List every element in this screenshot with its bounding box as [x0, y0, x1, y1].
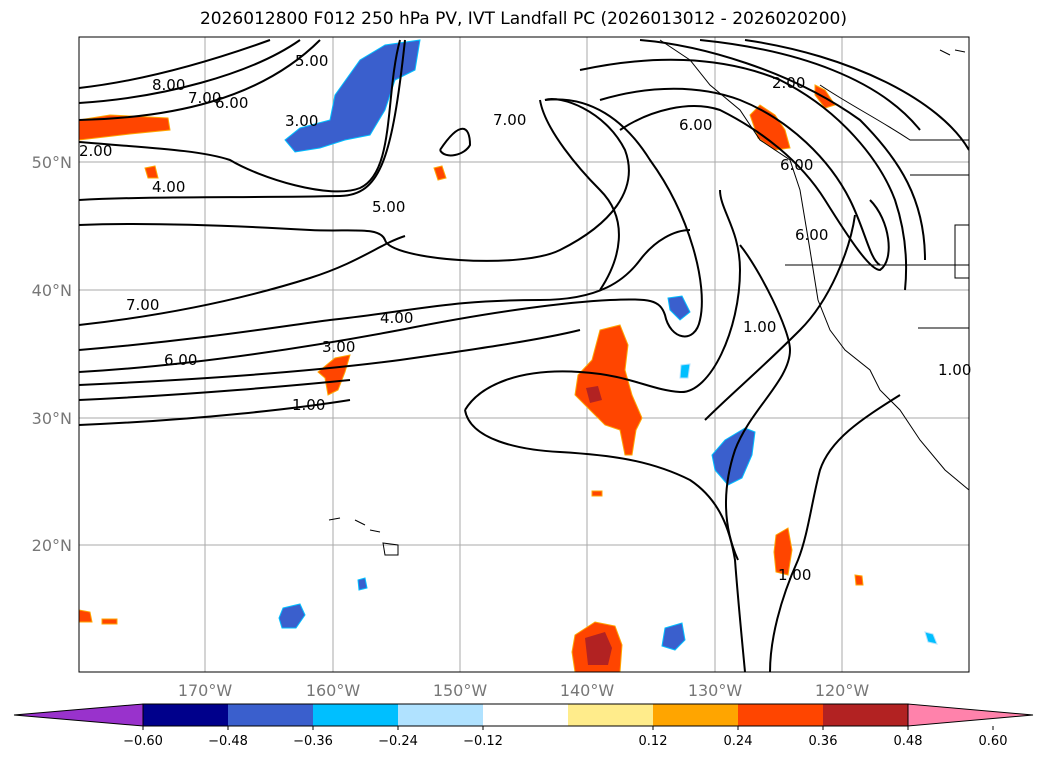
colorbar-tick-label: −0.60	[123, 734, 163, 749]
negative-anomaly-small-2	[924, 631, 938, 645]
negative-anomaly-34n	[679, 363, 691, 379]
map-frame	[78, 36, 970, 673]
negative-anomaly-hawaii	[278, 603, 306, 629]
contour-label: 2.00	[79, 142, 112, 160]
contour-label: 3.00	[285, 112, 318, 130]
colorbar-segment	[483, 704, 568, 726]
colorbar-extend-high	[907, 703, 1034, 727]
lon-label-160w: 160°W	[306, 681, 361, 700]
colorbar-tick-label: −0.36	[293, 734, 333, 749]
positive-anomaly-35n	[317, 354, 351, 396]
colorbar-tick-label: −0.48	[208, 734, 248, 749]
lon-label-120w: 120°W	[815, 681, 870, 700]
longitude-labels: 170°W 160°W 150°W 140°W 130°W 120°W	[178, 681, 870, 700]
colorbar-segment	[313, 704, 398, 726]
colorbar-tick-label: 0.24	[724, 734, 753, 749]
map-area	[79, 37, 969, 672]
positive-anomaly-small-5	[854, 574, 864, 586]
positive-anomaly-small-1	[144, 165, 159, 179]
colorbar-tick-label: −0.24	[378, 734, 418, 749]
positive-anomaly-small-4	[101, 618, 118, 625]
colorbar-tick-label: −0.12	[463, 734, 503, 749]
lon-label-140w: 140°W	[560, 681, 615, 700]
colorbar-segment	[568, 704, 653, 726]
contour-label: 6.00	[679, 116, 712, 134]
contour-label: 1.00	[292, 396, 325, 414]
colorbar-outline	[142, 703, 909, 727]
positive-anomaly-baja	[773, 527, 793, 576]
contour-label: 5.00	[372, 198, 405, 216]
colorbar-tick-label: 0.12	[639, 734, 668, 749]
lat-label-30n: 30°N	[32, 409, 72, 428]
gridlines	[79, 37, 969, 672]
negative-anomaly-38n	[667, 295, 691, 321]
colorbar-extend-low	[13, 703, 144, 727]
positive-anomaly-small-2	[433, 165, 447, 181]
contour-label: 6.00	[780, 156, 813, 174]
positive-anomaly-south-inner	[585, 632, 612, 665]
contour-label: 8.00	[152, 76, 185, 94]
contour-label: 7.00	[188, 89, 221, 107]
positive-anomaly-small-3	[79, 609, 93, 623]
lat-label-20n: 20°N	[32, 536, 72, 555]
contour-labels: 8.00 7.00 6.00 5.00 3.00 2.00 4.00 5.00 …	[79, 52, 971, 584]
contour-label: 4.00	[380, 309, 413, 327]
contour-label: 7.00	[126, 296, 159, 314]
colorbar-segment	[143, 704, 228, 726]
positive-anomaly-pnw	[749, 104, 791, 151]
latitude-labels: 50°N 40°N 30°N 20°N	[32, 153, 72, 555]
colorbar-segment	[653, 704, 738, 726]
colorbar-tick-label: 0.36	[809, 734, 838, 749]
colorbar-segment	[228, 704, 313, 726]
contour-label: 5.00	[295, 52, 328, 70]
contour-label: 1.00	[743, 318, 776, 336]
negative-anomaly-alaska	[284, 39, 421, 153]
coastlines	[328, 39, 969, 556]
map-title: 2026012800 F012 250 hPa PV, IVT Landfall…	[199, 9, 847, 29]
colorbar-segment	[738, 704, 823, 726]
colorbar-tick-label: 0.60	[979, 734, 1008, 749]
contour-label: 6.00	[164, 351, 197, 369]
contour-label: 6.00	[795, 226, 828, 244]
lon-label-170w: 170°W	[178, 681, 233, 700]
negative-anomaly-south	[661, 622, 686, 651]
positive-anomaly-main-core	[586, 386, 602, 403]
pv-contours	[79, 39, 969, 672]
lat-label-40n: 40°N	[32, 281, 72, 300]
contour-label: 6.00	[215, 94, 248, 112]
colorbar-tick-label: 0.48	[894, 734, 923, 749]
colorbar-segment	[823, 704, 908, 726]
contour-label: 2.00	[772, 74, 805, 92]
contour-label: 4.00	[152, 178, 185, 196]
contour-label: 1.00	[938, 361, 971, 379]
lon-label-150w: 150°W	[433, 681, 488, 700]
colorbar-segment	[398, 704, 483, 726]
negative-anomaly-small-1	[357, 577, 368, 591]
contour-label: 1.00	[778, 566, 811, 584]
contour-label: 7.00	[493, 111, 526, 129]
positive-anomaly-west	[79, 114, 171, 141]
contour-label: 3.00	[322, 338, 355, 356]
colorbar: −0.60 −0.48 −0.36 −0.24 −0.12 0.12 0.24 0.36 0.4…	[13, 703, 1034, 749]
positive-anomaly-small-6	[591, 490, 603, 497]
positive-anomaly-main	[574, 324, 643, 456]
lon-label-130w: 130°W	[688, 681, 743, 700]
lat-label-50n: 50°N	[32, 153, 72, 172]
